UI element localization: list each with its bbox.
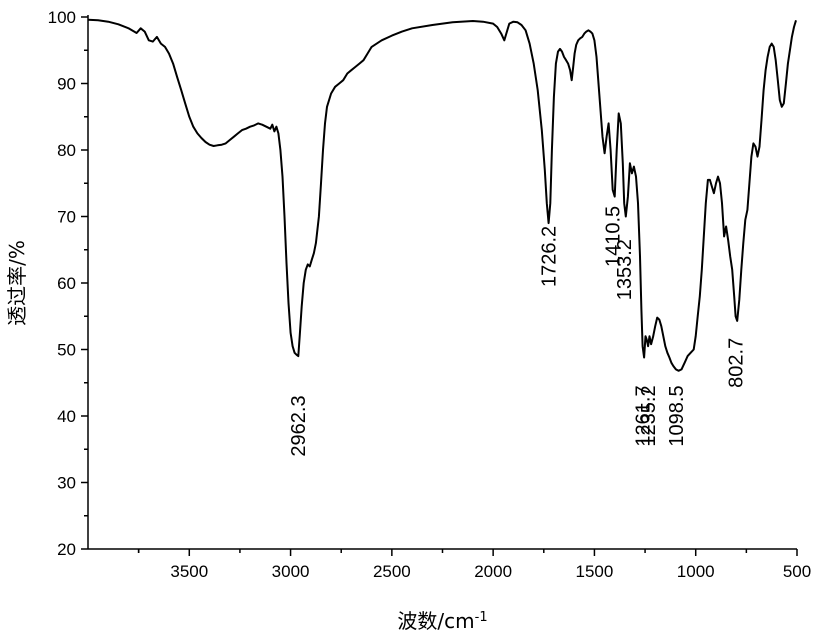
peak-label: 1353.2 bbox=[614, 239, 636, 300]
peak-label: 1410.5 bbox=[603, 206, 625, 267]
peak-label: 802.7 bbox=[726, 338, 748, 388]
y-ticks: 20 30 40 50 60 70 80 90 100 bbox=[48, 8, 88, 559]
y-tick-label: 90 bbox=[57, 75, 76, 94]
x-tick-label: 1500 bbox=[576, 562, 614, 581]
peak-label: 1098.5 bbox=[666, 385, 688, 446]
spectrum-line bbox=[87, 18, 797, 372]
peak-label: 1235.2 bbox=[638, 385, 660, 446]
y-tick-label: 20 bbox=[57, 540, 76, 559]
y-tick-label: 80 bbox=[57, 141, 76, 160]
y-tick-label: 60 bbox=[57, 274, 76, 293]
x-ticks: 3500 3000 2500 2000 1500 1000 500 bbox=[137, 549, 811, 581]
x-tick-label: 1000 bbox=[677, 562, 715, 581]
y-tick-label: 40 bbox=[57, 407, 76, 426]
x-axis-title: 波数/cm-1 bbox=[397, 609, 487, 633]
peak-label: 1261.7 bbox=[633, 385, 655, 446]
peak-label: 2962.3 bbox=[288, 395, 310, 456]
y-tick-label: 50 bbox=[57, 341, 76, 360]
y-axis-title: 透过率/% bbox=[5, 240, 29, 326]
x-axis-title-superscript: -1 bbox=[475, 610, 488, 625]
x-tick-label: 500 bbox=[783, 562, 811, 581]
x-tick-label: 2000 bbox=[474, 562, 512, 581]
y-tick-label: 100 bbox=[48, 8, 76, 27]
x-tick-label: 3000 bbox=[272, 562, 310, 581]
x-axis-title-text: 波数/cm bbox=[397, 609, 474, 633]
plot-area: 3500 3000 2500 2000 1500 1000 500 20 30 40 50 60 70… bbox=[48, 8, 812, 581]
x-tick-label: 2500 bbox=[373, 562, 411, 581]
peak-label: 1726.2 bbox=[539, 226, 561, 287]
y-tick-label: 70 bbox=[57, 208, 76, 227]
x-tick-label: 3500 bbox=[170, 562, 208, 581]
y-tick-label: 30 bbox=[57, 474, 76, 493]
